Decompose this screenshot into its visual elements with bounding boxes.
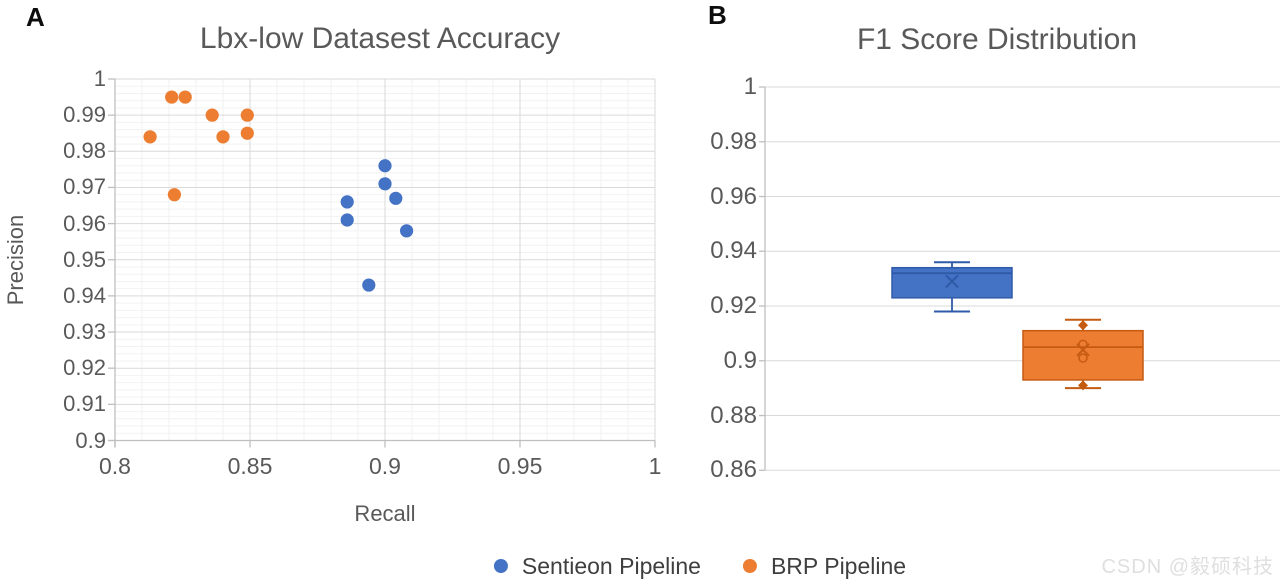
tick-label: 0.95 — [497, 453, 543, 479]
tick-label: 0.8 — [99, 453, 131, 479]
panel-a-title: Lbx-low Datasest Accuracy — [199, 22, 561, 55]
tick-label: 0.94 — [710, 237, 757, 265]
legend-dot-sentieon-icon — [493, 559, 508, 573]
tick-label: 0.97 — [63, 174, 106, 200]
tick-label: 0.98 — [710, 127, 757, 155]
legend-item-sentieon: Sentieon Pipeline — [493, 552, 701, 580]
panel-b-title: F1 Score Distribution — [856, 23, 1138, 56]
tick-label: 0.9 — [75, 427, 106, 453]
panel-b-letter: B — [708, 0, 727, 30]
x-axis-title-recall: Recall — [354, 501, 416, 526]
legend-item-brp: BRP Pipeline — [742, 552, 907, 580]
tick-label: 0.9 — [369, 453, 401, 479]
tick-label: 0.91 — [63, 391, 106, 417]
tick-label: 0.93 — [63, 319, 106, 345]
tick-label: 0.96 — [63, 210, 106, 236]
tick-label: 1 — [93, 66, 106, 91]
tick-label: 0.85 — [227, 453, 273, 479]
legend-dot-brp-icon — [742, 559, 757, 573]
tick-label: 1 — [743, 73, 757, 100]
panel-a-letter: A — [26, 2, 45, 32]
y-axis-title-precision: Precision — [3, 214, 28, 306]
watermark: CSDN @毅硕科技 — [1101, 556, 1274, 578]
tick-label: 1 — [648, 453, 662, 479]
tick-label: 0.99 — [63, 102, 106, 128]
tick-label: 0.86 — [710, 456, 757, 484]
tick-label: 0.92 — [63, 355, 106, 381]
legend: Sentieon Pipeline BRP Pipeline — [493, 552, 907, 580]
tick-label: 0.96 — [710, 182, 757, 210]
legend-label-brp: BRP Pipeline — [770, 552, 907, 579]
tick-label: 0.95 — [63, 246, 106, 272]
tick-label: 0.88 — [710, 401, 757, 429]
tick-label: 0.98 — [63, 138, 106, 164]
tick-label: 0.9 — [723, 346, 757, 374]
legend-label-sentieon: Sentieon Pipeline — [521, 552, 701, 579]
tick-label: 0.94 — [63, 282, 106, 308]
tick-label: 0.92 — [710, 292, 757, 320]
